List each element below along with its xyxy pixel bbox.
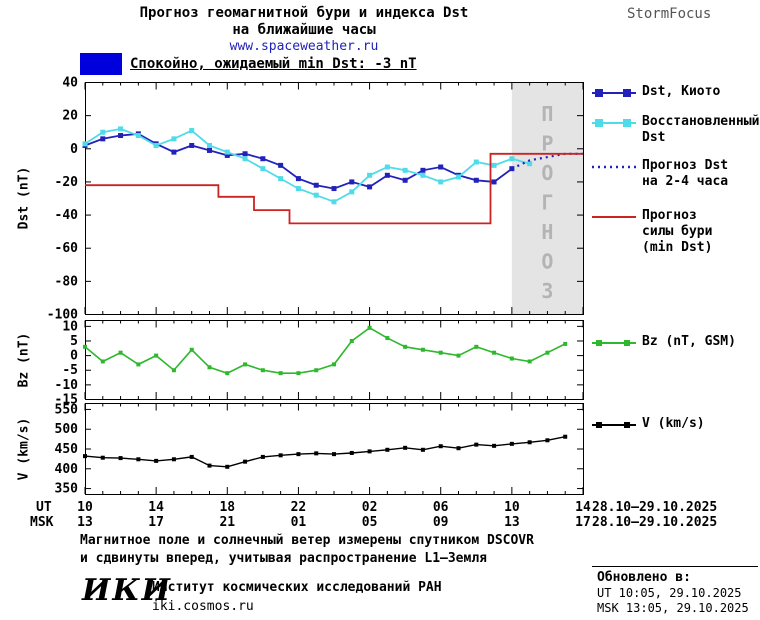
x-tick-label: 02	[361, 500, 378, 515]
bz-line-icon	[592, 340, 636, 346]
legend-dst-kyoto: Dst, Киото	[592, 84, 760, 100]
svg-text:Г: Г	[541, 191, 553, 215]
legend-storm-force: Прогноз силы бури (min Dst)	[592, 208, 760, 256]
svg-text:450: 450	[55, 442, 79, 457]
footnote-line1: Магнитное поле и солнечный ветер измерен…	[80, 533, 534, 548]
svg-text:-40: -40	[55, 208, 79, 223]
x-tick-label: 17	[148, 515, 164, 530]
svg-text:-80: -80	[55, 274, 79, 289]
svg-text:-5: -5	[62, 363, 78, 378]
legend-bz: Bz (nT, GSM)	[592, 334, 760, 350]
msk-axis-label: MSK	[30, 515, 54, 530]
legend-label: Прогноз силы бури (min Dst)	[642, 208, 713, 255]
svg-text:О: О	[541, 161, 553, 185]
iki-logo: ИКИ	[82, 573, 172, 608]
legend-label: Восстановленный Dst	[642, 114, 760, 145]
x-tick-label: 18	[219, 500, 236, 515]
updated-time-ut: UT 10:05, 29.10.2025	[597, 586, 742, 600]
iki-site-link[interactable]: iki.cosmos.ru	[152, 599, 254, 614]
ut-date-range: 28.10–29.10.2025	[592, 500, 718, 515]
svg-text:0: 0	[70, 142, 78, 157]
site-link[interactable]: www.spaceweather.ru	[229, 39, 379, 54]
x-tick-label: 17	[575, 515, 591, 530]
x-tick-label: 14	[148, 500, 164, 515]
x-tick-label: 05	[361, 515, 378, 530]
x-tick-label: 10	[504, 500, 520, 515]
x-tick-label: 06	[432, 500, 449, 515]
legend-label: Прогноз Dst на 2-4 часа	[642, 158, 729, 189]
updated-label: Обновлено в:	[597, 570, 691, 585]
updated-time-msk: MSK 13:05, 29.10.2025	[597, 601, 749, 615]
svg-text:5: 5	[70, 334, 78, 349]
svg-text:-10: -10	[55, 378, 79, 393]
svg-text:40: 40	[62, 76, 78, 91]
status-text: Спокойно, ожидаемый min Dst: -3 nT	[130, 56, 417, 72]
brand-label: StormFocus	[627, 6, 712, 22]
x-tick-label: 22	[290, 500, 307, 515]
chart-subtitle: на ближайшие часы	[232, 22, 376, 38]
svg-text:350: 350	[55, 482, 79, 497]
msk-date-range: 28.10–29.10.2025	[592, 515, 718, 530]
x-tick-label: 01	[290, 515, 307, 530]
dst-kyoto-line-icon	[592, 89, 636, 97]
svg-text:500: 500	[55, 422, 79, 437]
chart-title: Прогноз геомагнитной бури и индекса Dst	[139, 5, 469, 21]
legend-restored-dst: Восстановленный Dst	[592, 114, 760, 146]
legend-label: Bz (nT, GSM)	[642, 334, 736, 349]
status-legend: Спокойно, ожидаемый min Dst: -3 nT	[80, 52, 417, 76]
x-tick-label: 09	[432, 515, 449, 530]
storm-force-line-icon	[592, 216, 636, 218]
svg-text:550: 550	[55, 402, 79, 417]
svg-text:З: З	[541, 279, 553, 303]
legend-v: V (km/s)	[592, 416, 760, 432]
svg-text:20: 20	[62, 109, 78, 124]
x-tick-label: 21	[219, 515, 236, 530]
legend-label: Dst, Киото	[642, 84, 721, 99]
svg-text:-20: -20	[55, 175, 79, 190]
svg-text:Р: Р	[541, 131, 553, 155]
updated-divider	[592, 566, 758, 567]
ut-axis-row: UT 28.10–29.10.2025 10 14 18 22 02 06 10 14	[0, 500, 760, 516]
status-color-swatch	[80, 53, 122, 75]
footnote-line2: и сдвинуты вперед, учитывая распростране…	[80, 551, 487, 566]
v-chart: 550 500 450 400 350	[55, 402, 584, 497]
legend-label: V (km/s)	[642, 416, 705, 431]
restored-dst-line-icon	[592, 119, 636, 127]
svg-text:П: П	[541, 102, 553, 126]
x-tick-label: 13	[504, 515, 520, 530]
ut-axis-label: UT	[36, 500, 52, 515]
x-tick-label: 13	[77, 515, 93, 530]
svg-text:400: 400	[55, 462, 79, 477]
iki-institute-name: Институт космических исследований РАН	[152, 580, 442, 595]
chart-title-block: Прогноз геомагнитной бури и индекса Dst …	[0, 5, 608, 55]
svg-text:-100: -100	[47, 308, 78, 323]
svg-text:0: 0	[70, 349, 78, 364]
msk-axis-row: MSK 28.10–29.10.2025 13 17 21 01 05 09 13 17	[0, 515, 760, 531]
svg-text:10: 10	[62, 319, 78, 334]
svg-text:О: О	[541, 250, 553, 274]
v-line-icon	[592, 422, 636, 428]
x-tick-label: 10	[77, 500, 93, 515]
x-tick-label: 14	[575, 500, 591, 515]
svg-text:Н: Н	[541, 220, 553, 244]
forecast-dst-dotted-line-icon	[592, 165, 636, 169]
svg-text:-15: -15	[55, 393, 78, 408]
svg-text:-60: -60	[55, 241, 79, 256]
legend-forecast-dst: Прогноз Dst на 2-4 часа	[592, 158, 760, 190]
